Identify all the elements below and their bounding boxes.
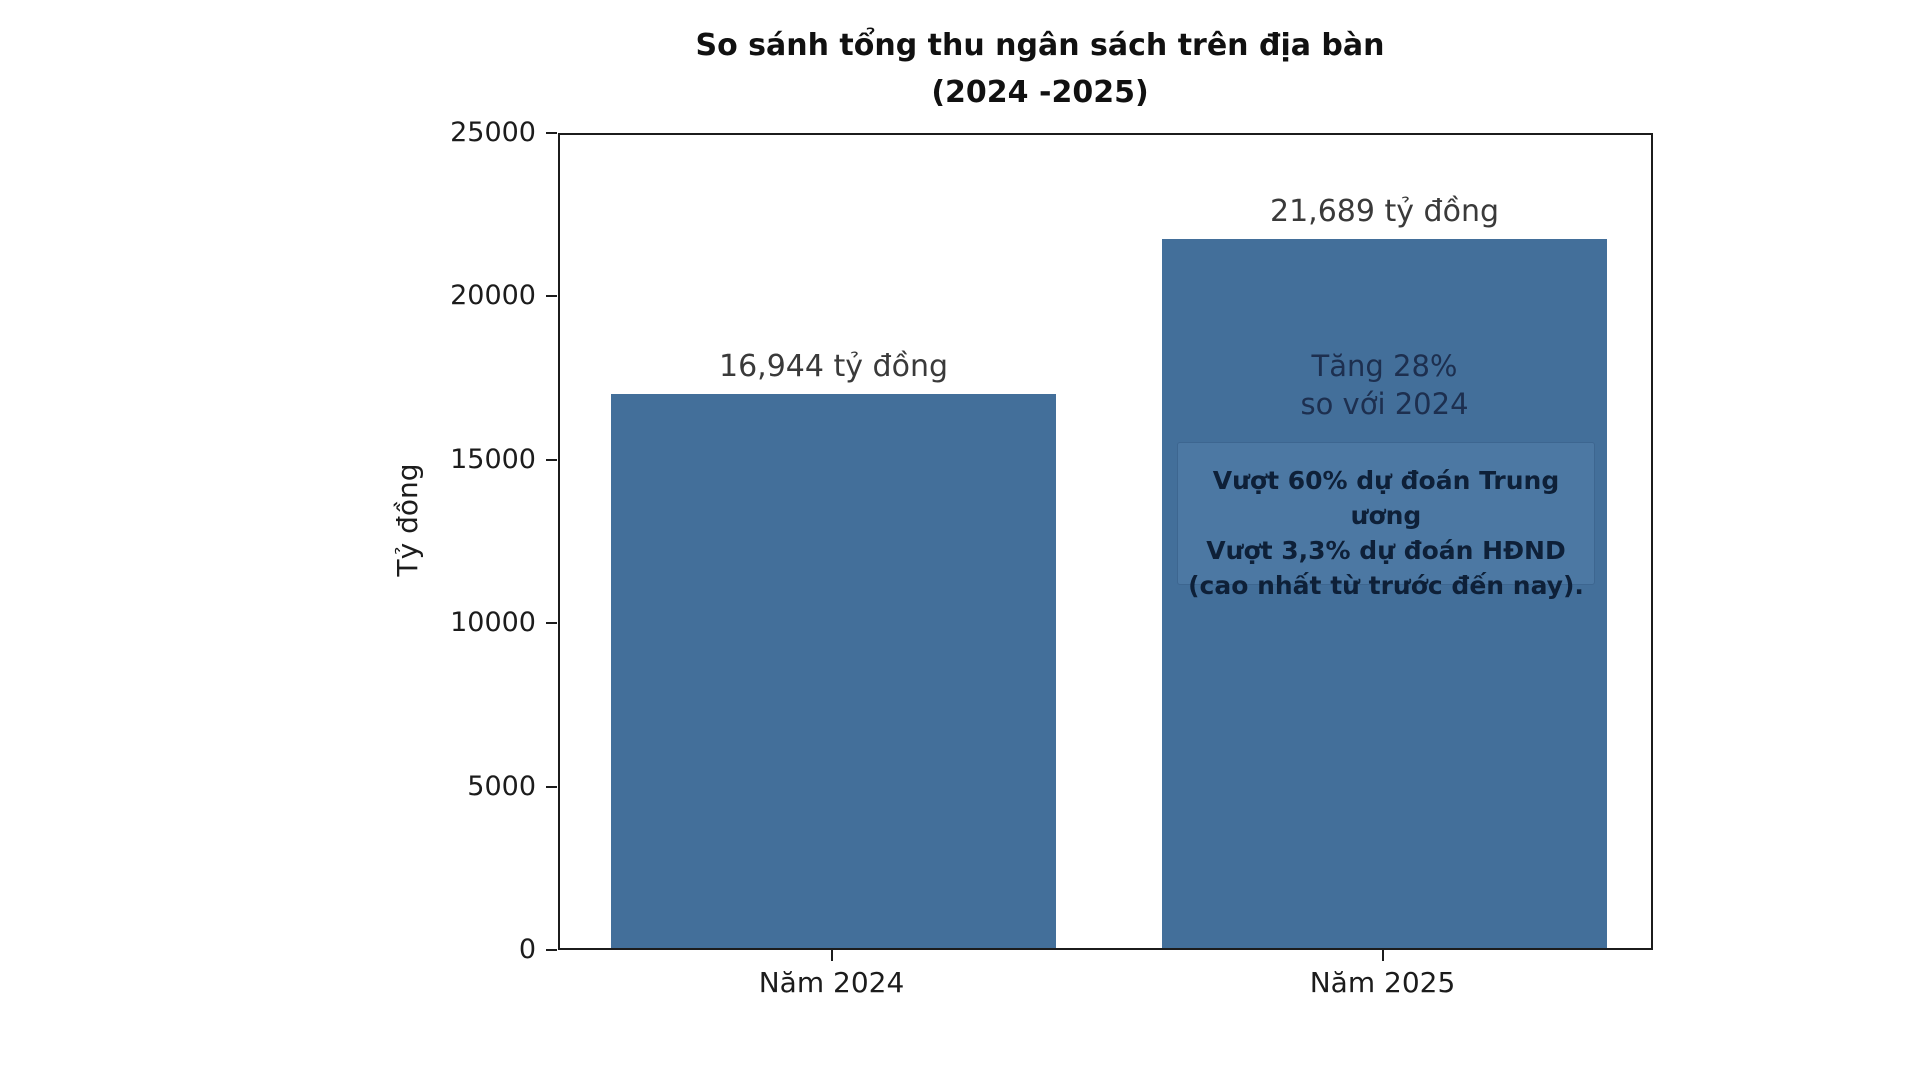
x-tick-label: Năm 2024: [758, 966, 905, 999]
y-tick-label: 5000: [467, 770, 536, 802]
y-tick-label: 10000: [450, 607, 536, 639]
chart-title-line2: (2024 -2025): [931, 75, 1149, 110]
growth-annotation-line1: Tăng 28%: [1311, 349, 1458, 383]
x-tick-label: Năm 2025: [1309, 966, 1456, 999]
growth-annotation: Tăng 28% so với 2024: [1162, 347, 1607, 423]
y-axis-label: Tỷ đồng: [391, 463, 424, 577]
bar-nam-2024: [611, 394, 1056, 948]
note-box-annotation: Vượt 60% dự đoán Trung ương Vượt 3,3% dự…: [1177, 442, 1595, 600]
note-box-line3: (cao nhất từ trước đến nay).: [1188, 571, 1584, 600]
chart-title-line1: So sánh tổng thu ngân sách trên địa bàn: [695, 28, 1385, 63]
y-tick-mark: [546, 458, 557, 461]
y-tick-mark: [546, 785, 557, 788]
y-tick-mark: [546, 949, 557, 951]
x-tick-mark: [1381, 950, 1384, 961]
bar-nam-2025: [1162, 239, 1607, 948]
note-box-line2: Vượt 3,3% dự đoán HĐND: [1206, 536, 1566, 565]
y-tick-label: 0: [518, 934, 536, 965]
bar-value-label-2024: 16,944 tỷ đồng: [718, 349, 948, 385]
y-tick-mark: [546, 132, 557, 134]
note-box-line1: Vượt 60% dự đoán Trung ương: [1212, 466, 1560, 530]
plot-area: 16,944 tỷ đồng 21,689 tỷ đồng Tăng 28% s…: [558, 133, 1653, 950]
chart-title: So sánh tổng thu ngân sách trên địa bàn …: [390, 22, 1690, 116]
x-tick-mark: [830, 950, 833, 961]
y-tick-label: 25000: [450, 117, 536, 148]
growth-annotation-line2: so với 2024: [1300, 387, 1469, 421]
y-tick-mark: [546, 622, 557, 625]
y-tick-label: 15000: [450, 443, 536, 475]
bar-value-label-2025: 21,689 tỷ đồng: [1269, 194, 1499, 230]
y-tick-label: 20000: [450, 280, 536, 312]
y-tick-mark: [546, 295, 557, 298]
